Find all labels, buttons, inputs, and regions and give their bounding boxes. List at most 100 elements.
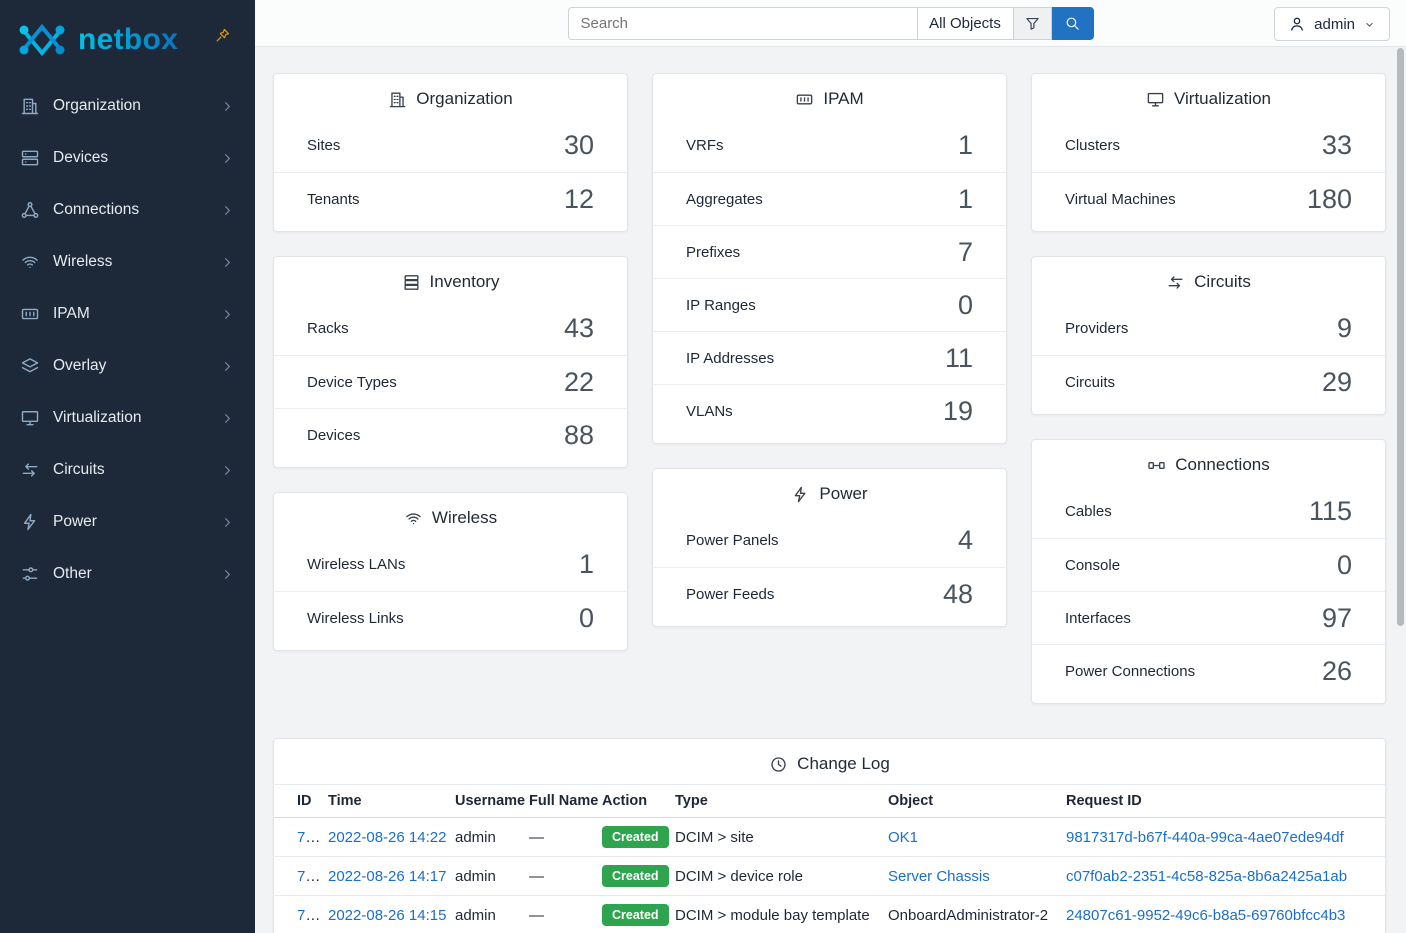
chevron-right-icon	[220, 151, 235, 166]
ip-ranges-count[interactable]: 0	[957, 289, 973, 320]
pin-icon[interactable]	[214, 27, 231, 44]
history-icon	[769, 755, 788, 774]
sidebar-item-organization[interactable]: Organization	[0, 80, 255, 132]
wireless-links-count[interactable]: 0	[578, 602, 594, 633]
change-id-link[interactable]: 755	[297, 828, 323, 846]
chevron-right-icon	[220, 255, 235, 270]
vrfs-count[interactable]: 1	[957, 130, 973, 160]
cables-count[interactable]: 115	[1308, 496, 1352, 526]
card-circuits: Circuits Providers 9 Circuits 29	[1031, 256, 1386, 415]
sidebar-item-devices[interactable]: Devices	[0, 132, 255, 184]
change-id-link[interactable]: 754	[297, 867, 323, 885]
change-username: admin	[455, 817, 529, 857]
chevron-right-icon	[220, 411, 235, 426]
stat-row-power-panels: Power Panels 4	[686, 525, 973, 555]
user-menu-button[interactable]: admin	[1274, 7, 1390, 41]
power-panels-count[interactable]: 4	[957, 525, 973, 555]
sidebar-item-label: Overlay	[53, 357, 107, 374]
card-title: IPAM	[653, 74, 1006, 119]
stat-row-sites: Sites 30	[307, 130, 594, 160]
sidebar-item-wireless[interactable]: Wireless	[0, 236, 255, 288]
stat-row-device-types: Device Types 22	[274, 355, 627, 408]
change-time-link[interactable]: 2022-08-26 14:22	[328, 828, 447, 846]
sidebar-item-virtualization[interactable]: Virtualization	[0, 392, 255, 444]
main-area: All Objects admin Organization Sites	[255, 0, 1406, 933]
virtual-machines-count[interactable]: 180	[1306, 183, 1352, 214]
sidebar-item-ipam[interactable]: IPAM	[0, 288, 255, 340]
request-id-link[interactable]: 24807c61-9952-49c6-b8a5-69760bfcc4b3	[1066, 906, 1346, 924]
devices-count[interactable]: 88	[563, 419, 594, 450]
chevron-right-icon	[220, 515, 235, 530]
stat-row-circuits: Circuits 29	[1032, 355, 1385, 408]
card-title: Connections	[1032, 440, 1385, 485]
netbox-logo[interactable]: netbox	[14, 19, 178, 61]
sidebar-item-label: Wireless	[53, 253, 113, 270]
filter-button[interactable]	[1013, 7, 1052, 40]
stat-row-providers: Providers 9	[1065, 313, 1352, 343]
ip-grid-icon	[795, 90, 814, 109]
request-id-link[interactable]: 9817317d-b67f-440a-99ca-4ae07ede94df	[1066, 828, 1344, 846]
tenants-count[interactable]: 12	[563, 183, 594, 214]
providers-count[interactable]: 9	[1336, 313, 1352, 343]
racks-count[interactable]: 43	[563, 313, 594, 343]
sidebar-item-other[interactable]: Other	[0, 548, 255, 600]
change-type: DCIM > module bay template	[675, 895, 888, 933]
chevron-right-icon	[220, 463, 235, 478]
change-object-link[interactable]: OK1	[888, 828, 919, 846]
action-badge: Created	[602, 865, 669, 887]
vlans-count[interactable]: 19	[942, 395, 973, 426]
col-full-name: Full Name	[529, 784, 602, 818]
col-username: Username	[455, 784, 529, 818]
bolt-icon	[20, 512, 40, 532]
search-group: All Objects	[567, 7, 1094, 40]
network-icon	[20, 200, 40, 220]
chevron-right-icon	[220, 307, 235, 322]
sidebar-item-connections[interactable]: Connections	[0, 184, 255, 236]
console-count[interactable]: 0	[1336, 549, 1352, 580]
chevron-right-icon	[220, 99, 235, 114]
stat-row-clusters: Clusters 33	[1065, 130, 1352, 160]
stat-row-vlans: VLANs 19	[653, 384, 1006, 437]
change-id-link[interactable]: 753	[297, 906, 323, 924]
change-username: admin	[455, 895, 529, 933]
aggregates-count[interactable]: 1	[957, 183, 973, 214]
request-id-link[interactable]: c07f0ab2-2351-4c58-825a-8b6a2425a1ab	[1066, 867, 1348, 885]
change-time-link[interactable]: 2022-08-26 14:17	[328, 867, 447, 885]
sidebar-item-label: Devices	[53, 149, 109, 166]
cable-icon	[1147, 456, 1166, 475]
chevron-right-icon	[220, 359, 235, 374]
topbar: All Objects admin	[255, 0, 1406, 47]
change-time-link[interactable]: 2022-08-26 14:15	[328, 906, 447, 924]
sidebar-item-power[interactable]: Power	[0, 496, 255, 548]
brand-name: netbox	[78, 23, 179, 56]
sidebar-item-overlay[interactable]: Overlay	[0, 340, 255, 392]
col-time: Time	[328, 784, 455, 818]
prefixes-count[interactable]: 7	[957, 236, 973, 267]
card-title: Inventory	[274, 257, 627, 302]
power-feeds-count[interactable]: 48	[942, 578, 973, 609]
change-object-link[interactable]: Server Chassis	[888, 867, 990, 885]
search-input[interactable]	[567, 7, 918, 40]
ip-addresses-count[interactable]: 11	[944, 342, 973, 373]
stat-row-ip-addresses: IP Addresses 11	[653, 331, 1006, 384]
col-object: Object	[888, 784, 1066, 818]
object-type-select[interactable]: All Objects	[917, 7, 1014, 40]
changelog-row: 753 2022-08-26 14:15 admin — Created DCI…	[274, 895, 1385, 933]
power-connections-count[interactable]: 26	[1321, 655, 1352, 686]
transfer-icon	[1166, 273, 1185, 292]
wireless-lans-count[interactable]: 1	[578, 549, 594, 579]
stat-row-tenants: Tenants 12	[274, 172, 627, 225]
circuits-count[interactable]: 29	[1321, 366, 1352, 397]
card-inventory: Inventory Racks 43 Device Types 22 Devic…	[273, 256, 628, 468]
scrollbar-thumb[interactable]	[1397, 48, 1404, 626]
building-icon	[20, 96, 40, 116]
device-types-count[interactable]: 22	[563, 366, 594, 397]
clusters-count[interactable]: 33	[1321, 130, 1352, 160]
stat-row-power-connections: Power Connections 26	[1032, 644, 1385, 697]
interfaces-count[interactable]: 97	[1321, 602, 1352, 633]
ip-grid-icon	[20, 304, 40, 324]
sidebar-item-circuits[interactable]: Circuits	[0, 444, 255, 496]
search-button[interactable]	[1051, 7, 1094, 40]
layers-icon	[20, 356, 40, 376]
sites-count[interactable]: 30	[563, 130, 594, 160]
